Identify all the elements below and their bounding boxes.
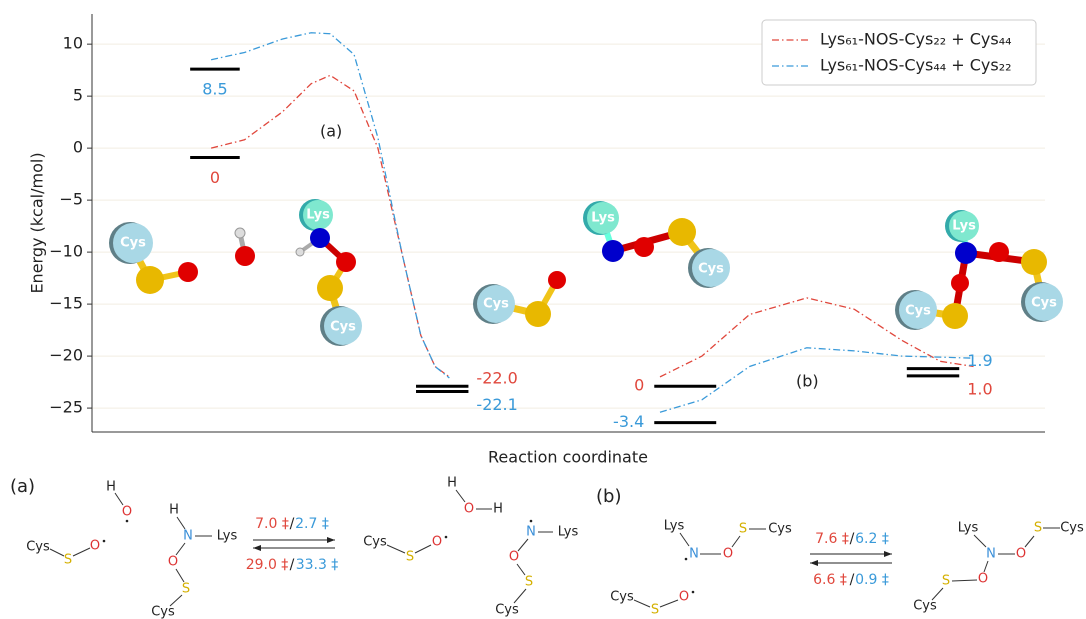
molecule-2 [234,227,255,266]
rate-separator: / [290,516,295,532]
atom: O [679,590,689,605]
ball-label: Cys [905,304,931,319]
scheme-b: (b) Lys N O S Cys Cys S O 7.6 ‡ / 6.2 ‡ … [596,486,1084,618]
atom: O [723,547,733,562]
molecules: Cys Lys Cys Cys [109,199,1063,346]
atom: S [64,553,72,568]
y-axis-label: Energy (kcal/mol) [28,152,47,293]
atom: Lys [664,519,685,534]
atom: Cys [151,605,175,619]
atom: Lys [558,525,579,540]
y-tick-label: −5 [59,190,83,209]
level-label: 0 [634,376,644,395]
ball-label: Cys [1031,296,1057,311]
level-label: 1.0 [967,379,992,398]
atom: H [493,502,503,517]
ball-label: Cys [698,262,724,277]
ball-label: Lys [952,219,976,234]
y-tick-label: 5 [73,86,83,105]
legend: Lys₆₁-NOS-Cys₂₂ + Cys₄₄ Lys₆₁-NOS-Cys₄₄ +… [761,19,1037,86]
y-tick-label: −25 [49,398,83,417]
atom: Cys [768,522,792,537]
atom: N [183,529,193,544]
series-line [210,32,974,413]
atom: S [651,603,659,618]
atom: H [169,503,179,518]
rate: 0.9 ‡ [855,572,889,588]
rate: 33.3 ‡ [296,557,339,573]
atom: Cys [610,590,634,605]
atom: O [464,502,474,517]
atom: O [509,550,519,565]
x-axis-label: Reaction coordinate [488,448,648,467]
level-label: -22.0 [476,369,517,388]
y-tick-label: 10 [63,34,83,53]
atom: O [978,572,988,587]
rate: 6.2 ‡ [855,531,889,547]
level-label: 0 [210,168,220,187]
atom: Lys [958,521,979,536]
scheme-label: (b) [596,486,621,507]
rate: 7.0 ‡ [255,516,289,532]
atom: S [739,522,747,537]
atom: O [122,505,132,520]
scheme-label: (a) [10,476,35,497]
rate-separator: / [290,557,295,573]
legend-label: Lys₆₁-NOS-Cys₄₄ + Cys₂₂ [820,56,1012,75]
ball-label: Cys [120,236,146,251]
atom: Lys [217,529,238,544]
ball-label: Cys [483,297,509,312]
annotation: (b) [796,372,819,391]
level-label: -3.4 [613,412,644,431]
level-label: 8.5 [202,80,227,99]
level-label: -22.1 [476,395,517,414]
ball-label: Lys [306,208,330,223]
atom: Cys [26,540,50,555]
rate: 7.6 ‡ [815,531,849,547]
atom: H [106,480,116,495]
ball-label: Lys [591,211,615,226]
atom: Cys [1060,521,1084,536]
atom: S [525,575,533,590]
atom: S [182,582,190,597]
molecule-1: Cys [109,222,198,294]
y-tick-label: −20 [49,346,83,365]
annotation: (a) [320,122,342,141]
atom: Cys [913,599,937,614]
atom: H [447,476,457,491]
rate: 29.0 ‡ [246,557,289,573]
molecule-3: Lys Cys [295,199,362,346]
atom: Cys [363,535,387,550]
atom: O [432,535,442,550]
atom: N [689,547,699,562]
atom: Cys [495,603,519,618]
level-label: 1.9 [967,351,992,370]
y-tick-label: −10 [49,242,83,261]
rate: 2.7 ‡ [295,516,329,532]
scheme-a: (a) Cys S O H O H N Lys O S Cys 7.0 ‡ / … [10,476,578,619]
atom: N [986,547,996,562]
molecule-5: Lys Cys [583,201,730,288]
legend-box [761,19,1037,86]
plot: 10 5 0 −5 −10 −15 −20 −25 0 8.5 -22.0 -22.1 0 -3.4 1.9… [49,14,1045,433]
atom: S [406,550,414,565]
atom: O [168,555,178,570]
rate-separator: / [850,531,855,547]
atom: O [90,539,100,554]
y-tick-label: −15 [49,294,83,313]
atom: S [1034,521,1042,536]
atom: S [942,574,950,589]
legend-label: Lys₆₁-NOS-Cys₂₂ + Cys₄₄ [820,30,1012,49]
rate: 6.6 ‡ [813,572,847,588]
grid [92,43,1045,409]
molecule-4: Cys [473,271,566,327]
ball-label: Cys [330,320,356,335]
y-tick-label: 0 [73,138,83,157]
rate-separator: / [850,572,855,588]
atom: O [1016,547,1026,562]
atom: N [526,525,536,540]
molecule-6: Lys Cys Cys [895,210,1063,330]
